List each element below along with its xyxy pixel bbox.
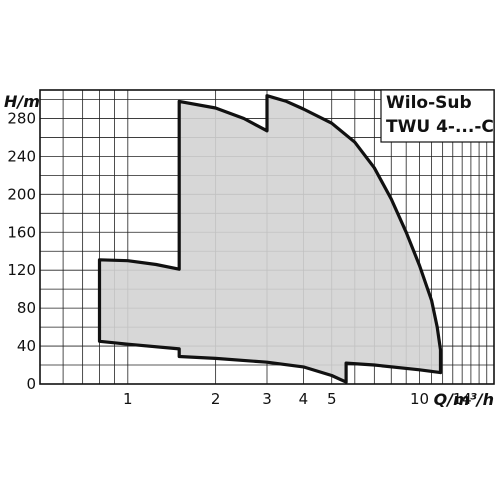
y-tick-label: 80 xyxy=(17,299,36,317)
y-tick-label: 200 xyxy=(7,185,36,203)
y-tick-label: 280 xyxy=(7,109,36,127)
y-tick-label: 40 xyxy=(17,337,36,355)
y-tick-label: 160 xyxy=(7,223,36,241)
plot-frame xyxy=(39,89,495,385)
x-tick-label: 3 xyxy=(262,390,272,408)
x-axis-label: Q/m³/h xyxy=(434,390,494,409)
chart-title-line-2: TWU 4-...-C xyxy=(386,117,494,137)
y-tick-label: 240 xyxy=(7,147,36,165)
y-tick-label: 120 xyxy=(7,261,36,279)
y-axis-label: H/m xyxy=(4,92,40,111)
x-tick-label: 2 xyxy=(211,390,221,408)
operating-envelope xyxy=(97,94,443,384)
y-tick-labels: 0 40 80 120 160 200 240 280 xyxy=(7,109,36,393)
x-tick-label: 4 xyxy=(299,390,309,408)
x-tick-label: 14 xyxy=(453,390,472,408)
y-tick-label: 0 xyxy=(26,375,36,393)
x-tick-labels: 1 2 3 4 5 10 14 xyxy=(123,390,472,408)
x-tick-label: 10 xyxy=(410,390,429,408)
x-tick-label: 1 xyxy=(123,390,133,408)
title-box xyxy=(380,89,495,143)
x-tick-label: 5 xyxy=(327,390,337,408)
chart-title-line-1: Wilo-Sub xyxy=(386,93,472,113)
